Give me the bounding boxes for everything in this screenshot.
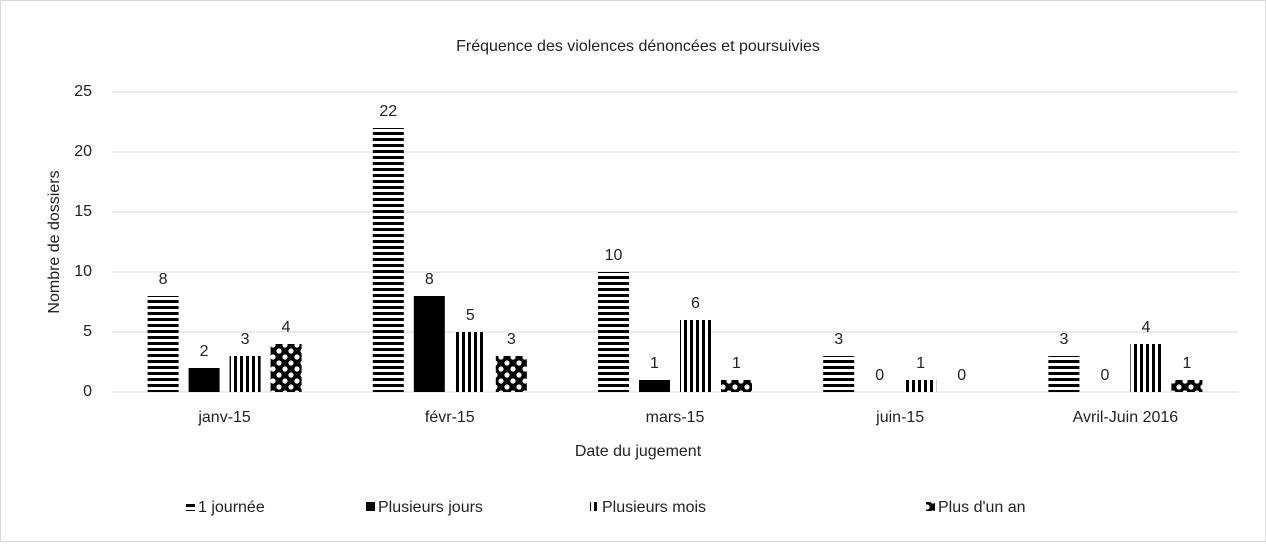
bar	[639, 380, 670, 392]
data-label: 1	[916, 355, 925, 372]
bar	[1130, 344, 1162, 392]
bar	[823, 356, 855, 392]
y-tick-label: 20	[74, 143, 92, 160]
bar	[680, 320, 711, 392]
y-axis-title: Nombre de dossiers	[46, 170, 63, 313]
x-axis-title: Date du jugement	[575, 443, 702, 460]
data-label: 1	[1182, 355, 1191, 372]
y-tick-label: 0	[83, 383, 92, 400]
legend-swatch	[926, 502, 935, 511]
data-label: 3	[834, 331, 843, 348]
data-label: 3	[507, 331, 516, 348]
data-label: 5	[466, 307, 475, 324]
legend-label: Plusieurs jours	[378, 499, 483, 516]
bar	[1048, 356, 1080, 392]
y-tick-label: 10	[74, 263, 92, 280]
bar	[454, 332, 486, 392]
legend-label: 1 journée	[198, 499, 265, 516]
data-label: 8	[425, 271, 434, 288]
data-label: 6	[691, 295, 700, 312]
data-label: 0	[957, 367, 966, 384]
data-label: 0	[875, 367, 884, 384]
data-label: 22	[379, 103, 397, 120]
y-tick-label: 15	[74, 203, 92, 220]
bar	[372, 128, 404, 392]
data-label: 4	[282, 319, 291, 336]
x-tick-label: janv-15	[197, 409, 251, 426]
bar	[495, 356, 527, 392]
bar	[147, 296, 179, 392]
data-label: 0	[1100, 367, 1109, 384]
legend-swatch	[590, 502, 599, 511]
bar	[270, 344, 302, 392]
legend-swatch	[366, 502, 375, 511]
legend-swatch	[186, 502, 195, 511]
data-label: 3	[241, 331, 250, 348]
bar	[721, 380, 752, 392]
data-label: 3	[1059, 331, 1068, 348]
chart-title: Fréquence des violences dénoncées et pou…	[456, 38, 820, 55]
bar	[1171, 380, 1203, 392]
bar	[229, 356, 261, 392]
x-tick-label: Avril-Juin 2016	[1073, 409, 1179, 426]
data-label: 1	[732, 355, 741, 372]
bar	[413, 296, 445, 392]
data-label: 2	[200, 343, 209, 360]
bar	[188, 368, 220, 392]
x-tick-label: mars-15	[646, 409, 705, 426]
x-tick-label: juin-15	[875, 409, 924, 426]
y-tick-label: 25	[74, 83, 92, 100]
x-tick-label: févr-15	[425, 409, 475, 426]
data-label: 10	[605, 247, 623, 264]
data-label: 1	[650, 355, 659, 372]
data-label: 8	[159, 271, 168, 288]
legend-label: Plus d'un an	[938, 499, 1026, 516]
legend-label: Plusieurs mois	[602, 499, 706, 516]
y-tick-label: 5	[83, 323, 92, 340]
data-label: 4	[1141, 319, 1150, 336]
bar	[905, 380, 937, 392]
bar	[598, 272, 629, 392]
